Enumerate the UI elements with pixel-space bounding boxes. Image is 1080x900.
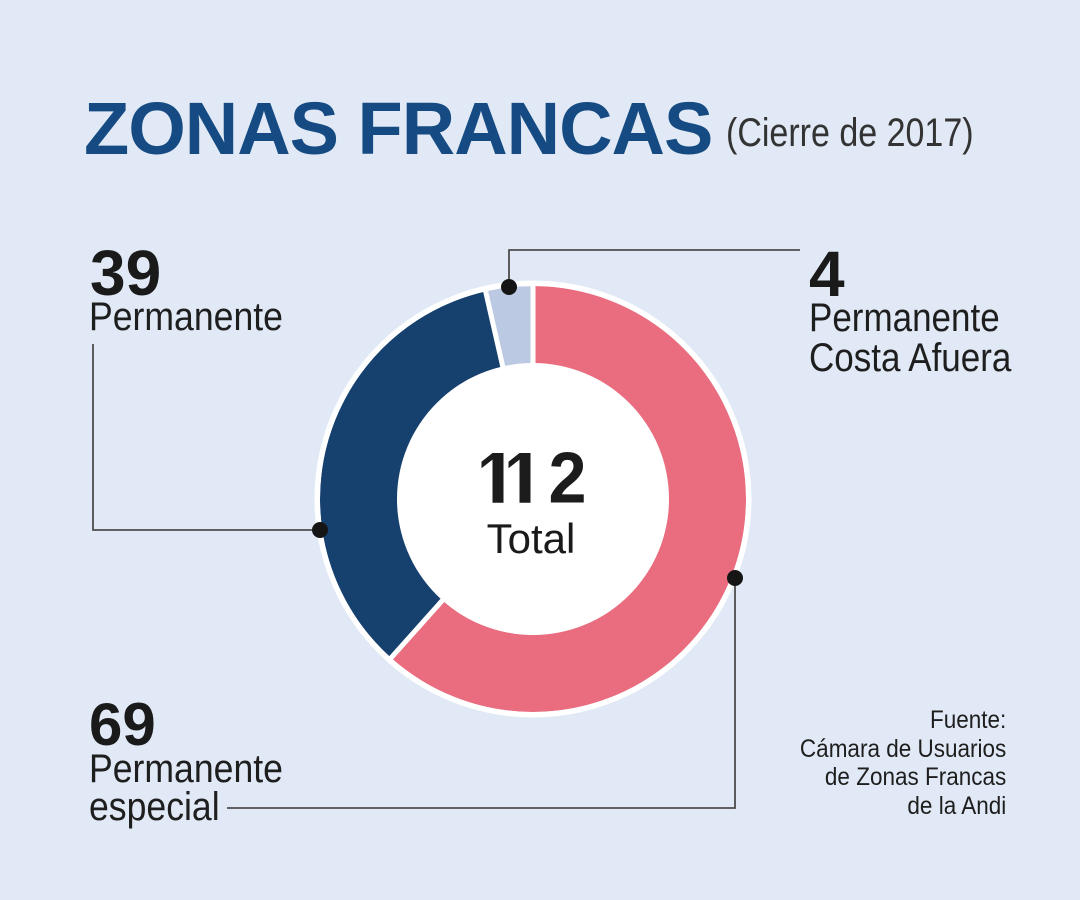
svg-text:2: 2 — [549, 439, 587, 519]
